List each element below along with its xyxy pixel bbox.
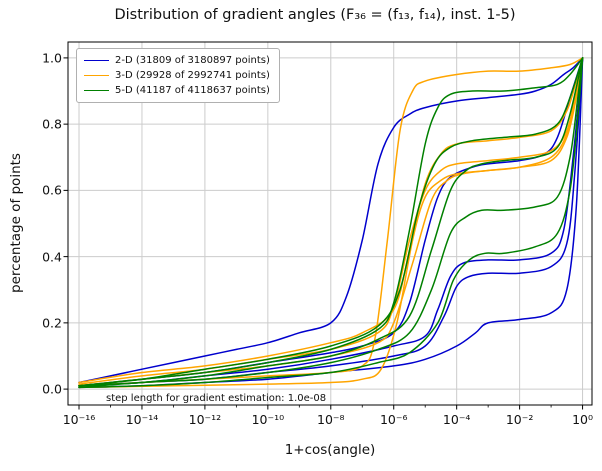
x-tick-label: 10⁻¹² <box>188 412 222 427</box>
chart-title: Distribution of gradient angles (F₃₆ = (… <box>114 7 516 23</box>
series-curve <box>78 57 584 389</box>
legend-item: 5-D (41187 of 4118637 points) <box>84 83 270 98</box>
y-tick-label: 0.2 <box>42 315 62 331</box>
y-tick-label: 1.0 <box>42 50 62 66</box>
y-tick-label: 0.6 <box>42 182 62 198</box>
legend-label-3d: 3-D (29928 of 2992741 points) <box>115 70 270 81</box>
legend-item: 2-D (31809 of 3180897 points) <box>84 53 270 68</box>
x-tick-label: 10⁻² <box>505 412 534 427</box>
series-curve <box>78 57 584 389</box>
y-tick-label: 0.4 <box>42 249 62 265</box>
x-tick-label: 10⁰ <box>572 412 594 427</box>
series-curve <box>78 57 584 384</box>
x-tick-label: 10⁻¹⁶ <box>62 412 96 427</box>
x-tick-label: 10⁻¹⁴ <box>125 412 159 427</box>
series-curve <box>78 57 584 389</box>
legend-label-5d: 5-D (41187 of 4118637 points) <box>115 85 270 96</box>
plot-area: 2-D (31809 of 3180897 points) 3-D (29928… <box>63 41 593 410</box>
y-tick-label: 0.8 <box>42 116 62 132</box>
series-curve <box>78 57 584 387</box>
series-curve <box>78 57 584 387</box>
x-tick-label: 10⁻⁴ <box>442 412 471 427</box>
x-tick-label: 10⁻⁸ <box>317 412 345 427</box>
legend: 2-D (31809 of 3180897 points) 3-D (29928… <box>76 48 280 103</box>
legend-label-2d: 2-D (31809 of 3180897 points) <box>115 55 270 66</box>
annotation-step-length: step length for gradient estimation: 1.0… <box>106 393 327 404</box>
legend-line-sample-5d <box>84 90 109 91</box>
x-tick-label: 10⁻⁶ <box>379 412 408 427</box>
series-curve <box>78 57 584 384</box>
series-curve <box>78 57 584 387</box>
x-axis-label: 1+cos(angle) <box>284 442 376 458</box>
series-curve <box>78 57 584 387</box>
x-tick-label: 10⁻¹⁰ <box>251 412 285 427</box>
legend-line-sample-3d <box>84 75 109 76</box>
series-curve <box>78 57 584 389</box>
plot-canvas <box>63 41 593 410</box>
series-curve <box>78 57 584 387</box>
legend-line-sample-2d <box>84 60 109 61</box>
y-axis-label: percentage of points <box>8 153 24 293</box>
legend-item: 3-D (29928 of 2992741 points) <box>84 68 270 83</box>
y-tick-label: 0.0 <box>42 381 62 397</box>
